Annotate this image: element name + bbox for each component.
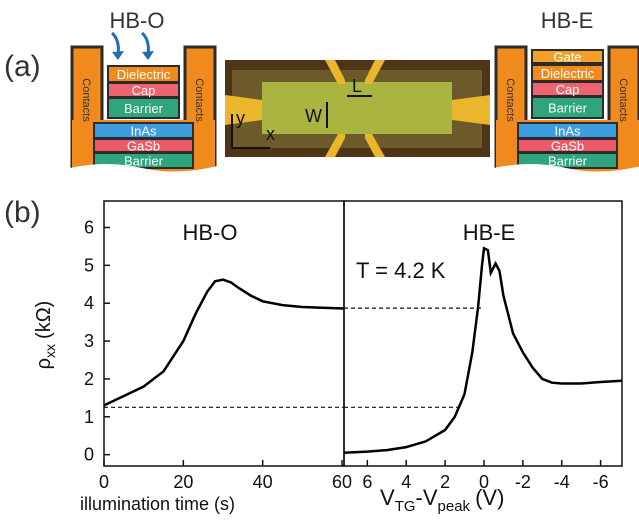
illumination-arrows bbox=[110, 31, 154, 60]
x-axis-title: VTG-Vpeak (V) bbox=[380, 485, 504, 515]
y-tick-label: 2 bbox=[84, 369, 94, 389]
x-tick-label: 40 bbox=[253, 472, 273, 492]
layer-label: Dielectric bbox=[541, 66, 595, 81]
x-label-part: -V bbox=[416, 485, 438, 510]
panel-label: (a) bbox=[4, 50, 41, 83]
x-label-part: (V) bbox=[475, 485, 504, 510]
contact-label: Contacts bbox=[617, 78, 629, 122]
annotation: T = 4.2 K bbox=[356, 258, 446, 283]
substrate-edge bbox=[70, 164, 217, 180]
substrate-edge bbox=[494, 164, 639, 180]
y-tick-label: 0 bbox=[84, 445, 94, 465]
x-tick-label: 2 bbox=[440, 472, 450, 492]
layer-label: Barrier bbox=[124, 154, 164, 169]
y-label-part: ρ bbox=[33, 358, 55, 369]
panel-label: (b) bbox=[4, 196, 41, 229]
x-label-part: V bbox=[380, 485, 395, 510]
layer bbox=[531, 96, 604, 119]
plot-frame bbox=[343, 200, 623, 467]
y-axis-title: ρxx (kΩ) bbox=[33, 301, 58, 370]
x-tick-label: 60 bbox=[332, 472, 352, 492]
y-tick-label: 6 bbox=[84, 218, 94, 238]
x-tick-label: 0 bbox=[99, 472, 109, 492]
x-tick-label: -4 bbox=[554, 472, 570, 492]
data-line bbox=[343, 246, 623, 455]
x-tick-label: 0 bbox=[479, 472, 489, 492]
y-tick-label: 5 bbox=[84, 255, 94, 275]
panel-title: HB-E bbox=[463, 220, 516, 245]
x-axis-title: illumination time (s) bbox=[80, 494, 235, 514]
length-label: L bbox=[352, 76, 362, 96]
x-tick-label: -6 bbox=[593, 472, 609, 492]
width-label: W bbox=[305, 106, 322, 126]
layer-label: Barrier bbox=[124, 101, 164, 116]
layer bbox=[531, 49, 604, 64]
x-tick-label: 6 bbox=[362, 472, 372, 492]
layer-label: Cap bbox=[556, 82, 580, 97]
contact-label: Contacts bbox=[80, 78, 92, 122]
x-tick-label: 20 bbox=[173, 472, 193, 492]
y-label-part: xx bbox=[42, 344, 58, 358]
y-label-part: (kΩ) bbox=[33, 301, 55, 339]
x-label-part: peak bbox=[438, 498, 471, 515]
x-label-part: TG bbox=[395, 498, 416, 515]
layer-label: Gate bbox=[553, 50, 581, 65]
data-line bbox=[103, 278, 345, 407]
layer bbox=[517, 152, 618, 169]
x-tick-label: 4 bbox=[401, 472, 411, 492]
layer-label: InAs bbox=[554, 124, 581, 139]
y-tick-label: 1 bbox=[84, 407, 94, 427]
layer bbox=[93, 152, 194, 169]
y-tick-label: 3 bbox=[84, 331, 94, 351]
micrograph: x y W L bbox=[225, 60, 490, 157]
y-tick-label: 4 bbox=[84, 293, 94, 313]
layer-label: Barrier bbox=[548, 154, 588, 169]
layer bbox=[107, 97, 180, 119]
contact-label: Contacts bbox=[504, 78, 516, 122]
layer-label: GaSb bbox=[551, 139, 584, 154]
x-tick-label: -2 bbox=[515, 472, 531, 492]
contact-label: Contacts bbox=[193, 78, 205, 122]
stack-title: HB-O bbox=[110, 8, 165, 33]
axis-label: y bbox=[236, 108, 245, 128]
stack-title: HB-E bbox=[541, 8, 594, 33]
layer-label: GaSb bbox=[127, 139, 160, 154]
layer-label: InAs bbox=[130, 124, 157, 139]
layer-label: Cap bbox=[132, 83, 156, 98]
layer-label: Barrier bbox=[548, 101, 588, 116]
axis-label: x bbox=[266, 124, 275, 144]
layer-label: Dielectric bbox=[117, 67, 171, 82]
panel-title: HB-O bbox=[183, 220, 238, 245]
